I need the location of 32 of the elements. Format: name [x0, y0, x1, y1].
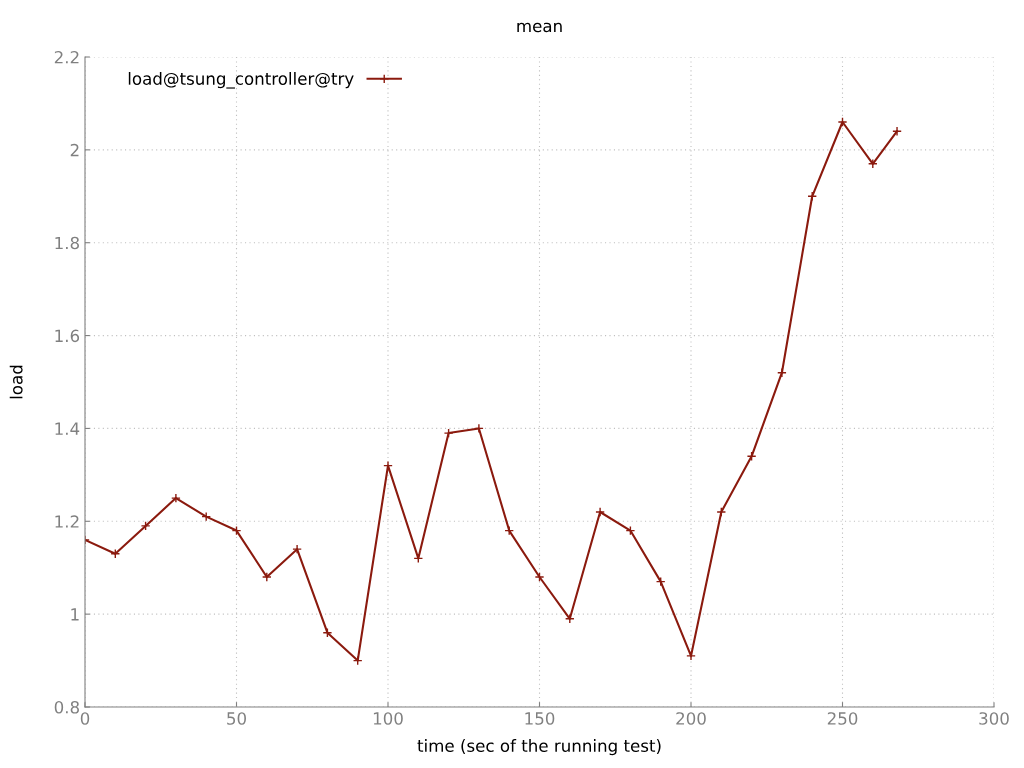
legend-label: load@tsung_controller@try [128, 72, 354, 89]
point [474, 423, 484, 434]
point [595, 507, 605, 517]
y-tick-label: 0.8 [54, 700, 79, 714]
point [716, 507, 727, 517]
x-tick-label: 150 [525, 712, 555, 725]
point [261, 572, 272, 582]
point [171, 493, 181, 503]
x-tick-label: 100 [373, 712, 403, 725]
x-tick-label: 0 [80, 712, 90, 725]
point [777, 367, 787, 378]
point [292, 544, 302, 555]
x-tick-label: 50 [227, 712, 246, 725]
point [892, 126, 902, 137]
y-tick-label: 1.8 [55, 236, 79, 250]
y-tick-label: 1.2 [55, 515, 79, 528]
point [686, 651, 696, 661]
x-tick-label: 200 [676, 712, 706, 725]
x-tick-label: 250 [827, 712, 858, 725]
y-tick-label: 1 [71, 608, 79, 621]
x-axis-title: time (sec of the running test) [417, 739, 661, 756]
chart-title: mean [517, 22, 562, 33]
point [837, 117, 848, 127]
y-tick-label: 1.6 [55, 329, 80, 343]
point [534, 572, 545, 582]
y-tick-label: 2 [70, 143, 79, 157]
y-tick-label: 1.4 [55, 422, 80, 435]
y-axis-title: load [9, 365, 23, 399]
x-tick-label: 300 [979, 712, 1009, 725]
y-tick-label: 2.2 [54, 50, 79, 64]
point [443, 428, 454, 438]
point [140, 521, 151, 531]
